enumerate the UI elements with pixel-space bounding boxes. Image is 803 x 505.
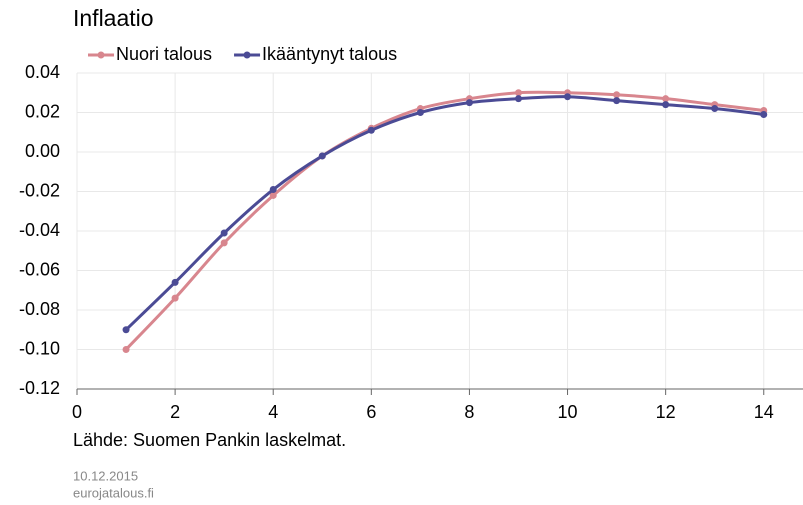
x-tick-label: 0	[72, 402, 82, 422]
x-tick-label: 6	[366, 402, 376, 422]
date: 10.12.2015	[73, 468, 138, 483]
source: Lähde: Suomen Pankin laskelmat.	[73, 430, 346, 450]
point	[760, 110, 768, 118]
series-line	[124, 90, 764, 351]
point	[662, 101, 670, 109]
y-tick-label: 0.04	[25, 62, 60, 82]
y-tick-label: -0.04	[19, 220, 60, 240]
point	[171, 278, 179, 286]
y-tick-label: 0.00	[25, 141, 60, 161]
point	[122, 346, 130, 353]
point	[269, 191, 277, 199]
x-tick-label: 8	[464, 402, 474, 422]
x-tick-label: 14	[754, 402, 774, 422]
chart-title: Inflaatio	[73, 5, 154, 31]
point	[514, 95, 522, 103]
y-tick-label: -0.08	[19, 299, 60, 319]
point	[514, 89, 522, 97]
legend-marker	[97, 51, 105, 59]
point	[367, 126, 375, 134]
point	[662, 95, 670, 103]
point	[416, 109, 424, 116]
series-line	[125, 95, 764, 331]
point	[122, 326, 130, 334]
y-tick-label: -0.12	[19, 378, 60, 398]
point	[318, 152, 326, 160]
x-tick-label: 2	[170, 402, 180, 422]
legend-label: Ikääntynyt talous	[262, 44, 397, 64]
legend-marker	[243, 51, 251, 59]
x-tick-label: 4	[268, 402, 278, 422]
point	[269, 186, 277, 194]
point	[613, 97, 621, 105]
point	[613, 91, 621, 99]
y-tick-label: 0.02	[25, 101, 60, 121]
point	[171, 294, 179, 302]
y-tick-label: -0.02	[19, 180, 60, 200]
point	[564, 93, 572, 101]
point	[220, 239, 228, 247]
x-tick-label: 12	[656, 402, 676, 422]
site: eurojatalous.fi	[73, 485, 154, 500]
point	[465, 99, 473, 107]
x-tick-label: 10	[558, 402, 578, 422]
y-tick-label: -0.10	[19, 338, 60, 358]
point	[220, 229, 228, 237]
legend-label: Nuori talous	[116, 44, 212, 64]
y-tick-label: -0.06	[19, 259, 60, 279]
point	[711, 105, 719, 113]
